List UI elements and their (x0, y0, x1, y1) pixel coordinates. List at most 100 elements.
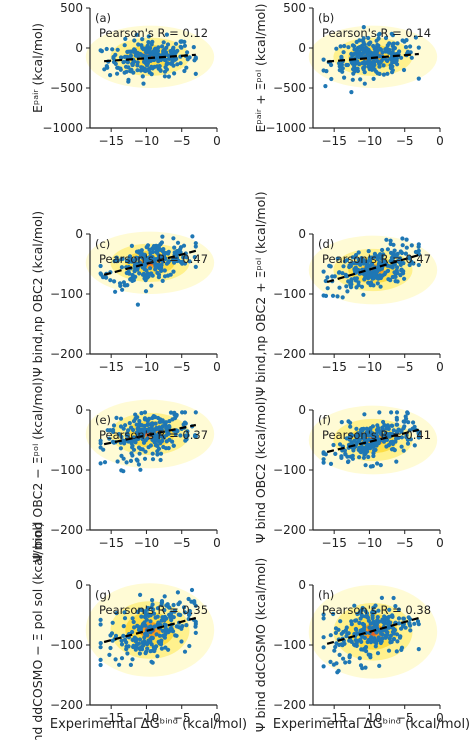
data-point (139, 411, 144, 416)
data-point (404, 435, 409, 440)
data-point (394, 436, 399, 441)
data-point (185, 57, 190, 62)
data-point (98, 657, 103, 663)
panel-h: 0 −100 −200 −15 −10 −5 0 (h)Pearson's R = 0.38 Ψ… (253, 558, 444, 733)
data-point (361, 455, 366, 460)
data-point (137, 637, 143, 642)
data-point (404, 237, 409, 242)
data-point (130, 272, 135, 278)
data-point (384, 58, 389, 63)
data-point (164, 433, 169, 438)
data-point (166, 74, 171, 79)
x-tick-label: −10 (134, 360, 159, 374)
data-point (155, 452, 160, 457)
data-point (145, 642, 150, 647)
data-point (143, 54, 148, 59)
data-point (337, 642, 342, 648)
data-point (134, 642, 139, 648)
data-point (174, 56, 179, 62)
data-point (354, 276, 359, 281)
data-point (370, 261, 375, 267)
data-point (333, 451, 338, 456)
data-point (354, 641, 359, 646)
data-point (365, 61, 370, 66)
data-point (375, 42, 380, 48)
y-tick-label: 0 (298, 41, 306, 55)
data-point (182, 68, 187, 74)
data-point (113, 289, 118, 294)
data-point (137, 260, 142, 265)
data-point (145, 422, 150, 427)
x-tick-label: −5 (173, 536, 191, 550)
data-point (98, 622, 103, 627)
data-point (342, 448, 347, 453)
data-point (406, 420, 411, 425)
data-point (346, 279, 351, 284)
data-point (394, 430, 400, 435)
data-point (149, 72, 154, 77)
data-point (162, 69, 168, 74)
data-point (334, 46, 339, 51)
panel-e: 0 −100 −200 −15 −10 −5 0 (e)Pearson's R = 0.37 Ψ… (30, 377, 221, 562)
data-point (362, 452, 367, 457)
data-point (128, 277, 133, 282)
data-point (383, 35, 389, 41)
y-tick-label: −200 (50, 347, 83, 361)
data-point (335, 294, 340, 299)
data-point (124, 69, 129, 74)
data-point (379, 256, 384, 261)
data-point (110, 620, 115, 625)
data-point (358, 262, 363, 267)
data-point (121, 633, 126, 639)
y-tick-label: −200 (273, 347, 306, 361)
data-point (178, 612, 183, 618)
x-tick-label: −10 (357, 360, 382, 374)
data-point (130, 61, 135, 66)
data-point (349, 51, 354, 57)
data-point (328, 633, 333, 638)
data-point (113, 657, 118, 662)
data-point (189, 587, 195, 593)
x-tick-label: −15 (322, 536, 347, 550)
data-point (378, 284, 383, 289)
data-point (158, 457, 163, 463)
data-point (119, 656, 125, 661)
data-point (407, 262, 412, 268)
data-point (375, 269, 380, 274)
data-point (366, 263, 371, 268)
data-point (411, 261, 416, 266)
x-tick-label: 0 (436, 360, 444, 374)
y-tick-label: −500 (273, 81, 306, 95)
data-point (321, 664, 326, 669)
data-point (337, 285, 342, 290)
data-point (361, 622, 367, 627)
data-point (104, 275, 109, 280)
data-point (133, 438, 138, 443)
data-point (356, 250, 361, 255)
data-point (172, 410, 177, 415)
data-point (122, 43, 127, 48)
panel-c: 0 −100 −200 −15 −10 −5 0 (c)Pearson's R = 0.47 Ψ… (30, 211, 221, 377)
data-point (387, 607, 392, 612)
data-point (118, 424, 124, 429)
data-point (150, 273, 155, 278)
data-point (363, 463, 368, 468)
data-point (143, 289, 149, 294)
data-point (123, 423, 128, 428)
data-point (340, 295, 345, 300)
data-point (138, 592, 143, 598)
data-point (388, 440, 393, 445)
data-point (122, 54, 128, 60)
data-point (187, 643, 192, 649)
data-point (391, 274, 396, 280)
data-point (357, 620, 362, 626)
data-point (135, 68, 140, 73)
data-point (368, 50, 373, 55)
data-point (394, 253, 399, 258)
data-point (359, 639, 364, 645)
data-point (137, 451, 142, 456)
pearson-annotation: Pearson's R = 0.38 (322, 603, 431, 617)
data-point (167, 605, 172, 610)
data-point (119, 55, 124, 60)
data-point (323, 293, 329, 298)
